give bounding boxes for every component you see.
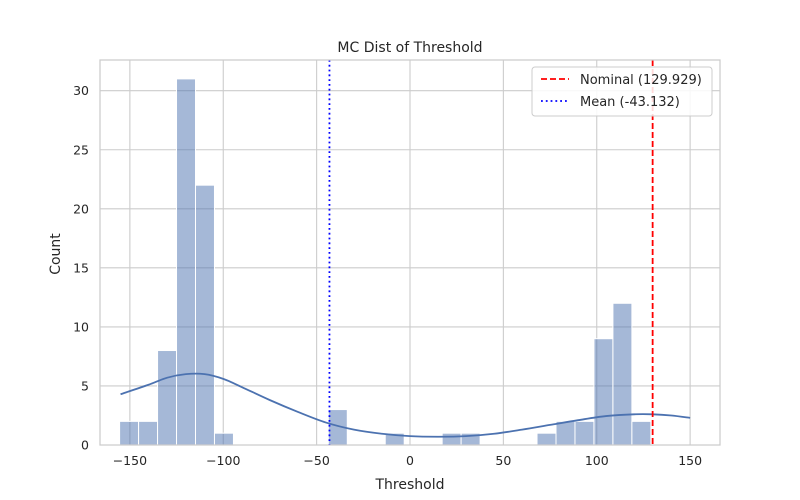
y-tick-labels: 0 5 10 15 20 25 30 [73, 83, 89, 452]
legend-box [531, 66, 713, 117]
histogram-bars [119, 78, 652, 446]
x-tick-label: 0 [406, 453, 414, 468]
legend: Nominal (129.929) Mean (-43.132) [531, 66, 713, 117]
x-tick-labels: −150 −100 −50 0 50 100 150 [113, 453, 702, 468]
histogram-bar [612, 302, 633, 446]
histogram-bar [574, 420, 595, 446]
histogram-bar [555, 420, 576, 446]
legend-mean-label: Mean (-43.132) [580, 95, 680, 110]
plot-frame [99, 59, 721, 446]
y-tick-label: 5 [81, 378, 89, 393]
x-tick-label: 100 [585, 453, 609, 468]
x-tick-label: 50 [495, 453, 511, 468]
x-axis-label: Threshold [375, 477, 445, 493]
histogram-bar [213, 432, 234, 446]
histogram-bar [593, 338, 614, 446]
y-tick-label: 10 [73, 319, 89, 334]
histogram-bar [441, 432, 462, 446]
y-tick-label: 30 [73, 83, 89, 98]
histogram-bar [536, 432, 557, 446]
histogram-bar [631, 420, 652, 446]
kde-layer [120, 372, 691, 438]
kde-curve [120, 372, 691, 438]
y-tick-label: 25 [73, 142, 89, 157]
histogram-bar [157, 350, 178, 446]
y-tick-label: 15 [73, 260, 89, 275]
y-axis-label: Count [48, 233, 64, 275]
histogram-bar [176, 78, 197, 446]
histogram-bar [119, 420, 140, 446]
chart-title: MC Dist of Threshold [337, 40, 482, 56]
y-tick-label: 0 [81, 438, 89, 453]
reference-lines [328, 60, 654, 445]
x-tick-label: −50 [303, 453, 329, 468]
x-tick-label: −100 [206, 453, 240, 468]
y-tick-label: 20 [73, 201, 89, 216]
legend-nominal-label: Nominal (129.929) [580, 73, 702, 88]
x-tick-label: −150 [113, 453, 147, 468]
histogram-bar [195, 184, 215, 446]
x-tick-label: 150 [678, 453, 702, 468]
histogram-bar [138, 420, 159, 446]
